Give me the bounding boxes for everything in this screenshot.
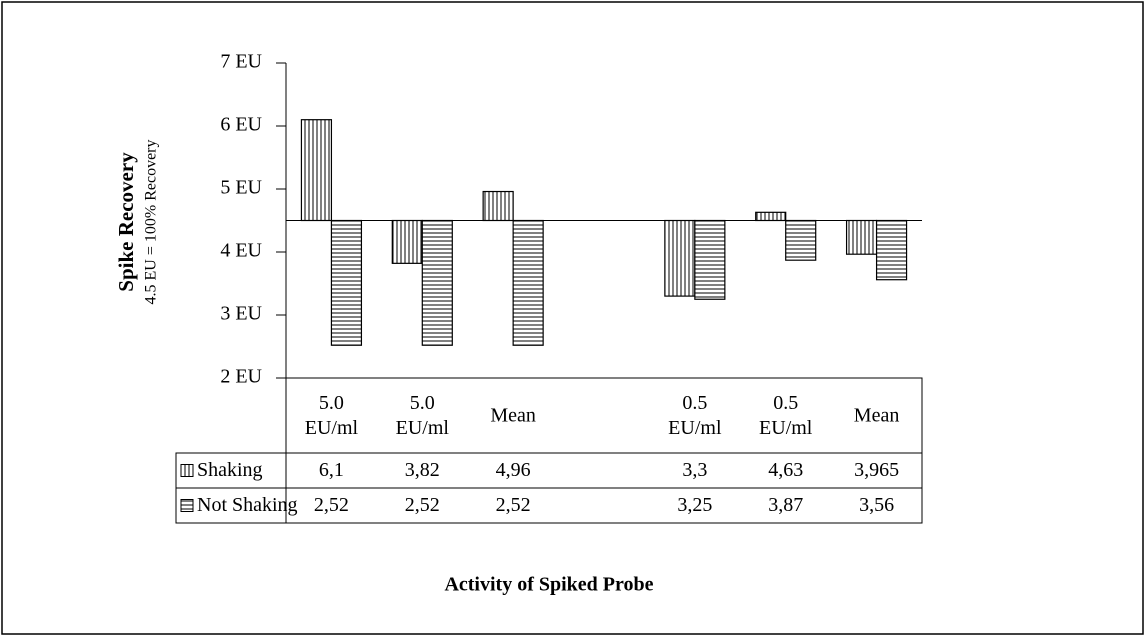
legend-swatch [180,499,194,512]
bar [330,219,363,346]
bar [512,219,544,346]
bar [755,211,787,222]
y-subtitle: 4.5 EU = 100% Recovery [143,140,160,305]
table-value: 3,3 [682,459,707,481]
bar [421,219,453,346]
bar [482,190,514,222]
y-tick-label: 6 EU [220,114,262,136]
bar [391,219,423,264]
legend-label: Shaking [197,459,263,481]
table-value: 4,96 [496,459,531,481]
y-tick-label: 3 EU [220,303,262,325]
x-tick-label: 5.0 EU/ml [304,391,359,439]
bar [845,219,878,255]
y-tick-label: 2 EU [220,366,262,388]
legend-label: Not Shaking [197,494,298,516]
table-value: 3,56 [859,494,894,516]
x-tick-label: 5.0 EU/ml [395,391,449,439]
bar [785,219,817,261]
table-value: 3,82 [405,459,440,481]
y-tick-label: 5 EU [220,177,262,199]
legend-swatch [180,464,194,477]
x-tick-label: 0.5 EU/ml [668,391,722,439]
bar [300,119,333,222]
x-tick-label: Mean [490,404,536,426]
x-tick-label: Mean [853,404,900,426]
table-value: 2,52 [405,494,440,516]
bar [875,219,908,281]
table-value: 3,25 [677,494,712,516]
y-tick-label: 7 EU [220,51,262,73]
table-value: 3,965 [854,459,899,481]
y-title: Spike Recovery [114,152,138,292]
table-value: 2,52 [314,494,349,516]
x-title: Activity of Spiked Probe [444,574,653,596]
x-tick-label: 0.5 EU/ml [759,391,813,439]
table-value: 3,87 [768,494,803,516]
table-value: 4,63 [768,459,803,481]
y-tick-label: 4 EU [220,240,262,262]
bar [664,219,696,297]
bar [694,219,726,300]
table-value: 6,1 [319,459,344,481]
table-value: 2,52 [496,494,531,516]
